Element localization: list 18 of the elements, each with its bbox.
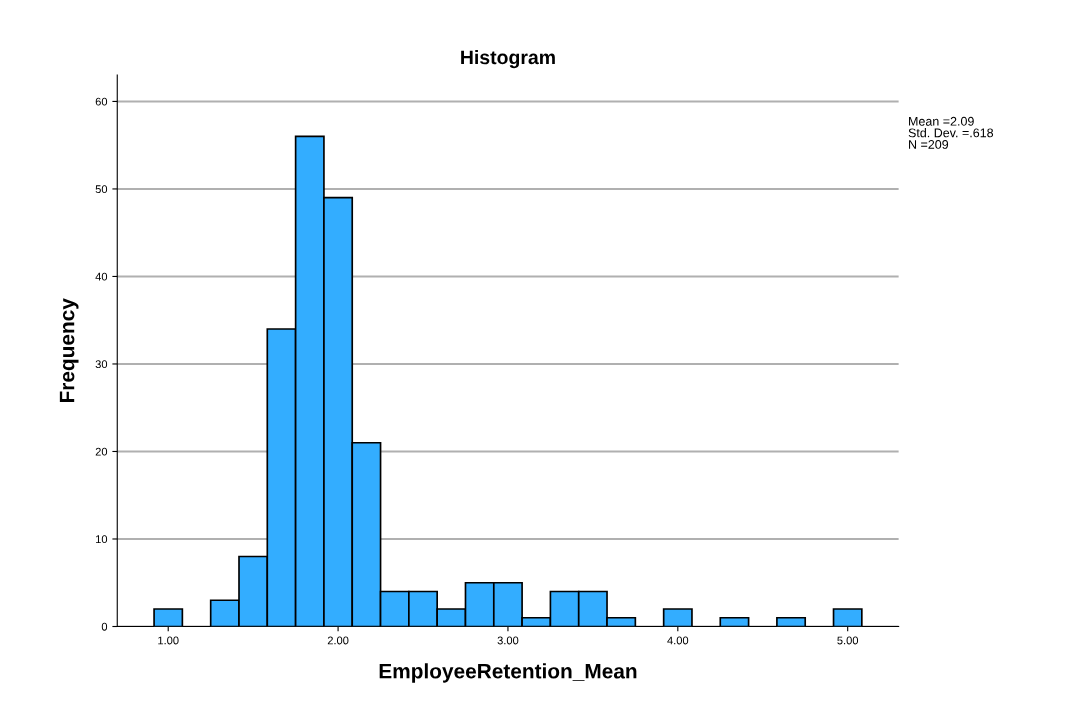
x-axis-title: EmployeeRetention_Mean xyxy=(379,663,637,683)
x-tick-label: 4.00 xyxy=(667,636,689,645)
y-tick-label: 0 xyxy=(101,622,108,631)
y-axis-title: Frequency xyxy=(59,298,79,403)
y-tick-label: 30 xyxy=(95,360,108,369)
x-tick-label: 5.00 xyxy=(837,636,859,645)
y-tick-label: 20 xyxy=(95,447,108,456)
x-tick-label: 1.00 xyxy=(158,636,179,645)
text: Mean =2.09 xyxy=(909,116,974,126)
x-tick-label: 2.00 xyxy=(327,636,349,645)
text: Std. Dev. =.618 xyxy=(908,128,994,138)
y-tick-label: 10 xyxy=(96,535,108,544)
text: N =209 xyxy=(909,140,949,149)
chart-title: Histogram xyxy=(461,49,555,69)
y-tick-label: 60 xyxy=(95,97,108,106)
y-tick-label: 40 xyxy=(95,272,108,281)
x-tick-label: 3.00 xyxy=(497,636,519,645)
y-tick-label: 50 xyxy=(95,185,108,194)
